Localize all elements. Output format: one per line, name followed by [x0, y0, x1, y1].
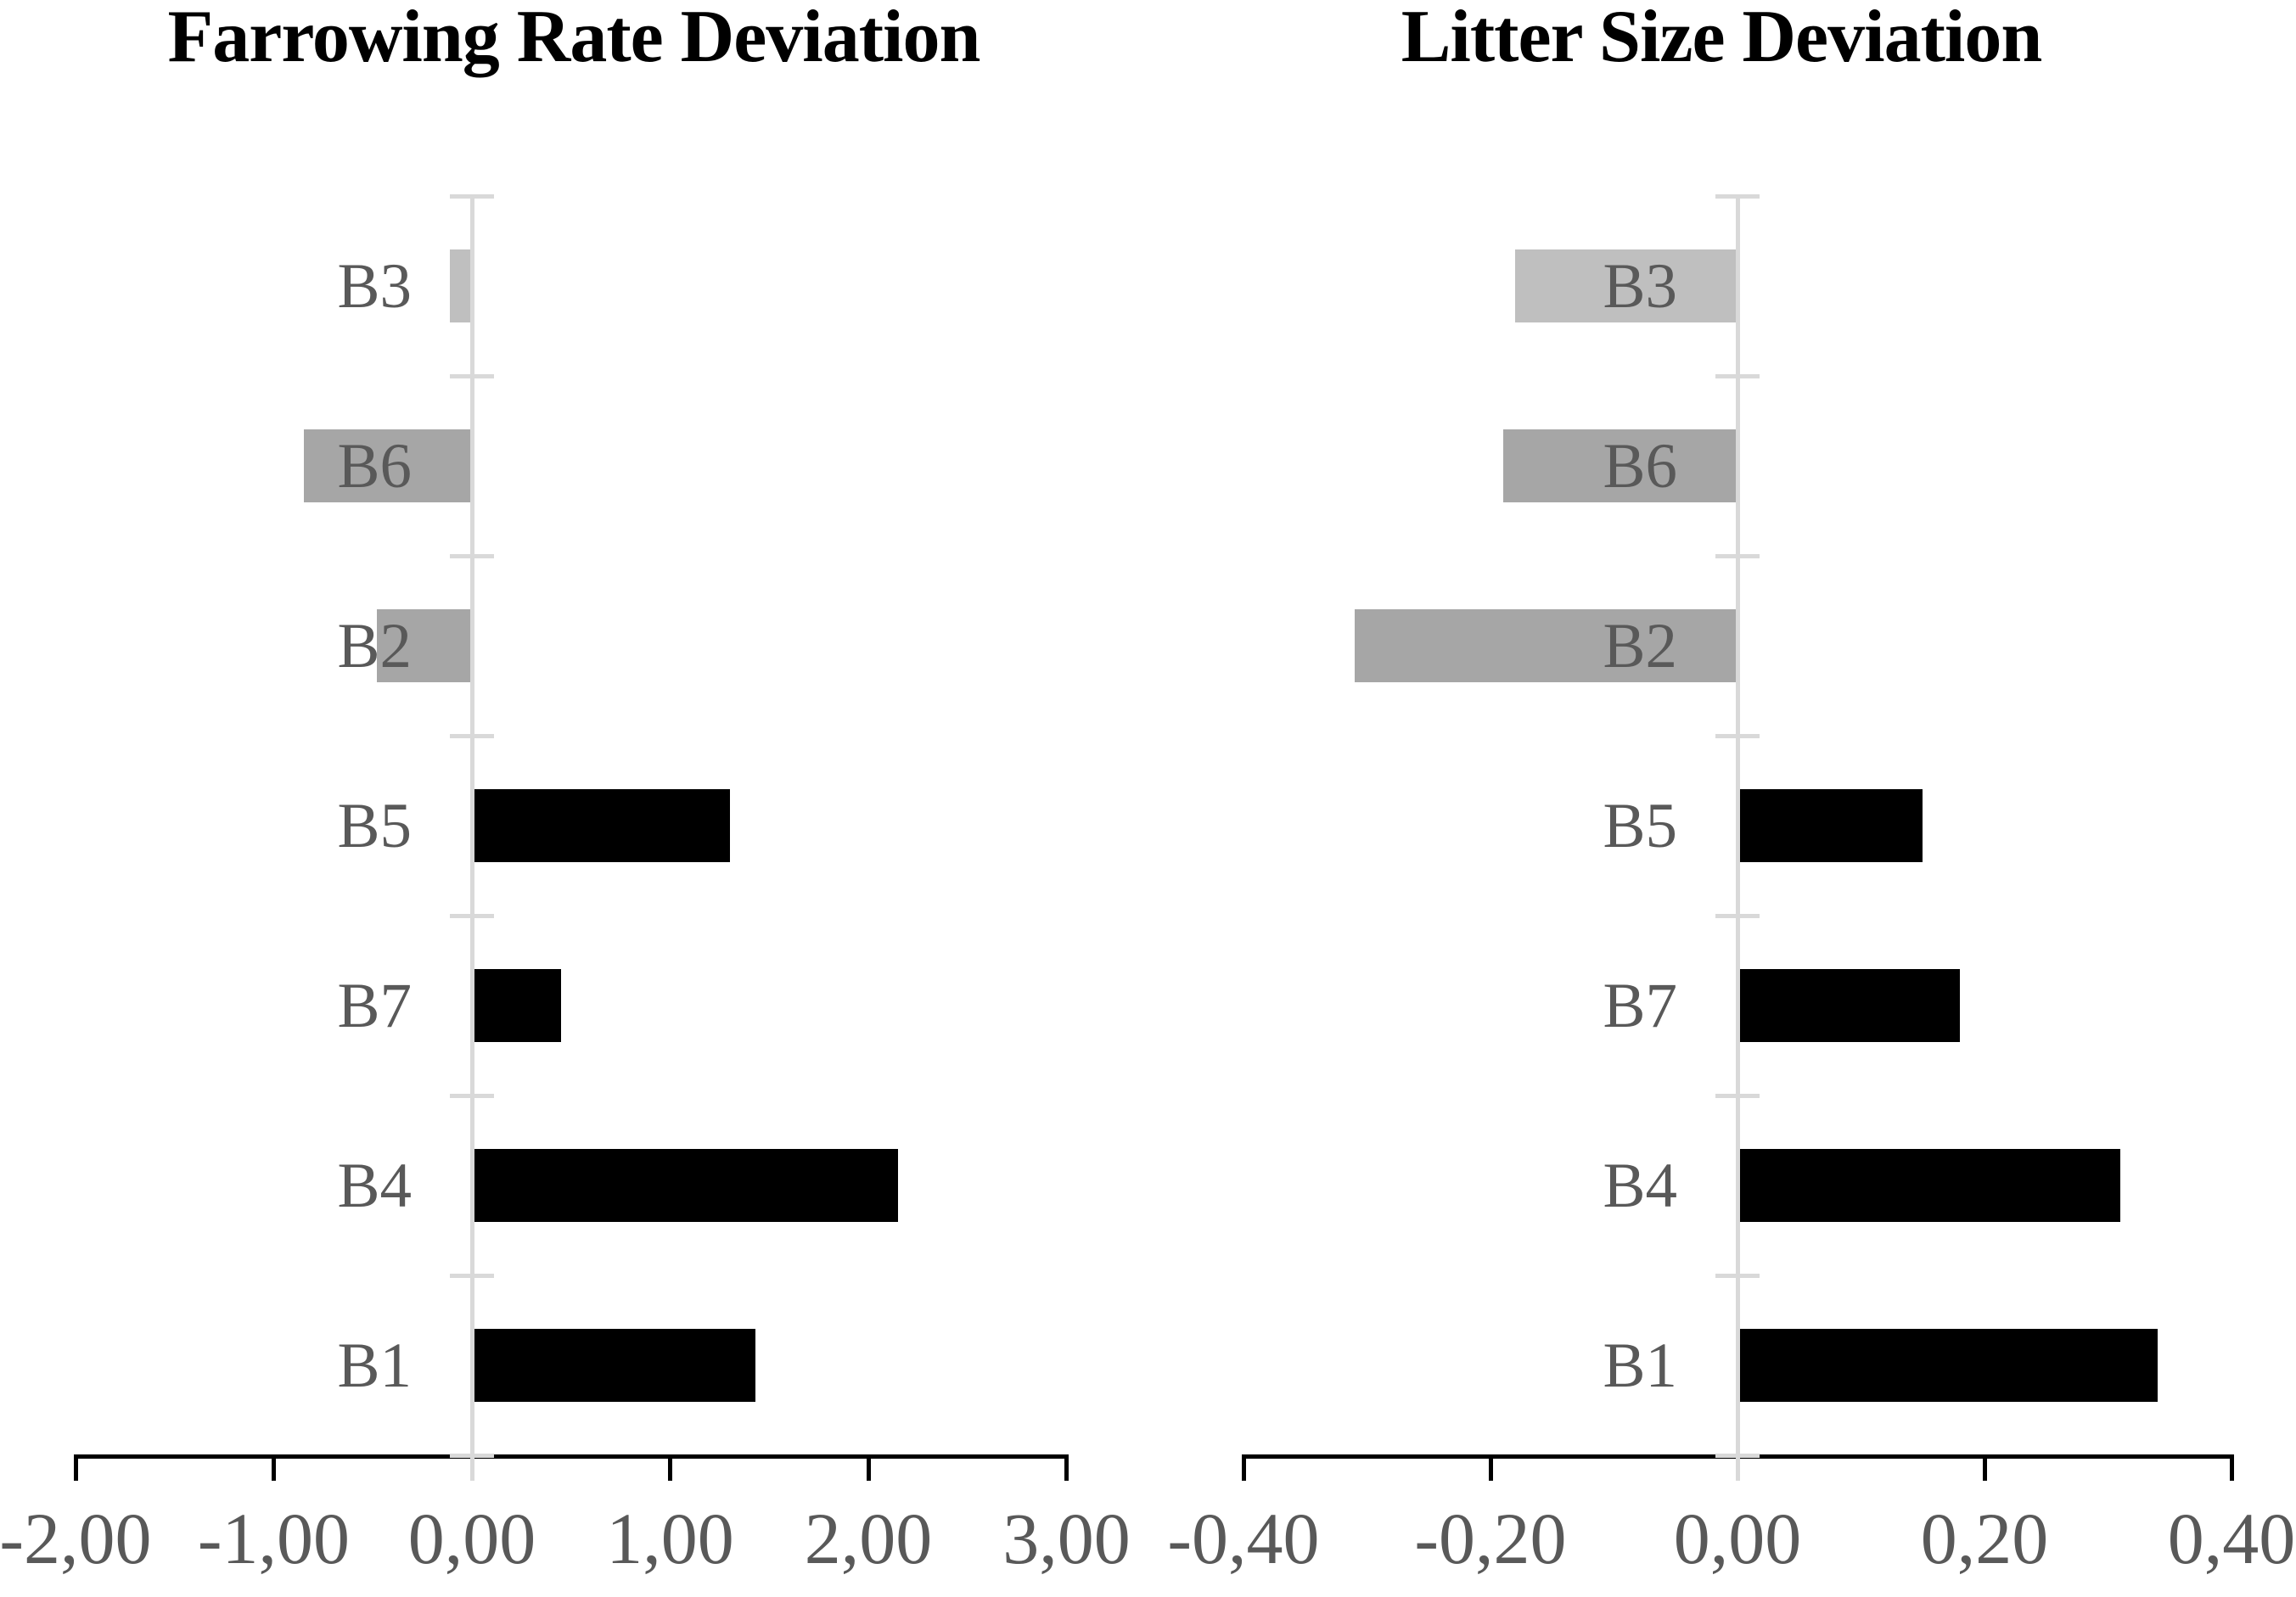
bar-B7: [472, 969, 562, 1042]
chart-title-litter-size-deviation: Litter Size Deviation: [1401, 0, 2043, 78]
bar-B4: [472, 1149, 899, 1222]
x-tick-label: -1,00: [197, 1498, 351, 1579]
category-axis-tick: [1715, 193, 1760, 199]
x-axis-tick: [1488, 1454, 1493, 1481]
bar-B4: [1737, 1149, 2121, 1222]
category-axis-tick: [1715, 1273, 1760, 1278]
x-tick-label: 2,00: [804, 1498, 933, 1579]
bar-B5: [1737, 789, 1923, 862]
x-tick-label: 0,40: [2167, 1498, 2296, 1579]
category-axis-tick: [450, 1453, 494, 1458]
x-axis-line: [73, 1454, 1069, 1459]
category-label-B7: B7: [1603, 970, 1677, 1041]
x-axis-tick: [1064, 1454, 1069, 1481]
x-tick-label: 0,00: [1673, 1498, 1802, 1579]
category-axis-tick: [1715, 733, 1760, 738]
bar-B6: [303, 429, 472, 502]
category-axis-tick: [450, 373, 494, 378]
category-axis-tick: [450, 193, 494, 199]
x-tick-label: -0,20: [1414, 1498, 1567, 1579]
category-label-B4: B4: [337, 1150, 412, 1221]
bar-B7: [1737, 969, 1960, 1042]
bar-B1: [472, 1329, 755, 1402]
bar-B2: [1354, 609, 1737, 682]
x-tick-label: 0,00: [407, 1498, 536, 1579]
x-axis-tick: [73, 1454, 78, 1481]
category-label-B4: B4: [1603, 1150, 1677, 1221]
category-axis-tick: [450, 1093, 494, 1098]
bar-B2: [376, 609, 472, 682]
category-label-B2: B2: [337, 610, 412, 681]
category-axis-line: [1735, 196, 1740, 1481]
x-tick-label: 1,00: [606, 1498, 734, 1579]
category-label-B1: B1: [1603, 1330, 1677, 1401]
category-axis-tick: [1715, 553, 1760, 558]
chart-title-farrowing-rate-deviation: Farrowing Rate Deviation: [167, 0, 981, 78]
category-label-B2: B2: [1603, 610, 1677, 681]
category-label-B1: B1: [337, 1330, 412, 1401]
x-axis-tick: [1982, 1454, 1987, 1481]
category-axis-line: [469, 196, 474, 1481]
category-axis-tick: [450, 553, 494, 558]
category-label-B5: B5: [337, 790, 412, 861]
x-tick-label: 0,20: [1920, 1498, 2049, 1579]
category-axis-tick: [450, 1273, 494, 1278]
category-label-B5: B5: [1603, 790, 1677, 861]
x-axis-tick: [866, 1454, 871, 1481]
category-axis-tick: [1715, 1453, 1760, 1458]
x-axis-tick: [668, 1454, 672, 1481]
bar-B5: [472, 789, 730, 862]
category-axis-tick: [1715, 373, 1760, 378]
x-tick-label: -0,40: [1167, 1498, 1320, 1579]
x-axis-tick: [1241, 1454, 1246, 1481]
category-axis-tick: [1715, 913, 1760, 918]
category-axis-tick: [450, 913, 494, 918]
bar-B1: [1737, 1329, 2158, 1402]
x-axis-tick: [272, 1454, 276, 1481]
x-tick-label: -2,00: [0, 1498, 152, 1579]
category-label-B3: B3: [337, 250, 412, 322]
bar-B6: [1502, 429, 1737, 502]
category-axis-tick: [1715, 1093, 1760, 1098]
x-tick-label: 3,00: [1002, 1498, 1131, 1579]
category-label-B7: B7: [337, 970, 412, 1041]
x-axis-tick: [2229, 1454, 2234, 1481]
category-label-B6: B6: [337, 430, 412, 502]
category-label-B3: B3: [1603, 250, 1677, 322]
bar-B3: [1515, 249, 1737, 322]
category-label-B6: B6: [1603, 430, 1677, 502]
category-axis-tick: [450, 733, 494, 738]
bar-B3: [450, 249, 472, 322]
